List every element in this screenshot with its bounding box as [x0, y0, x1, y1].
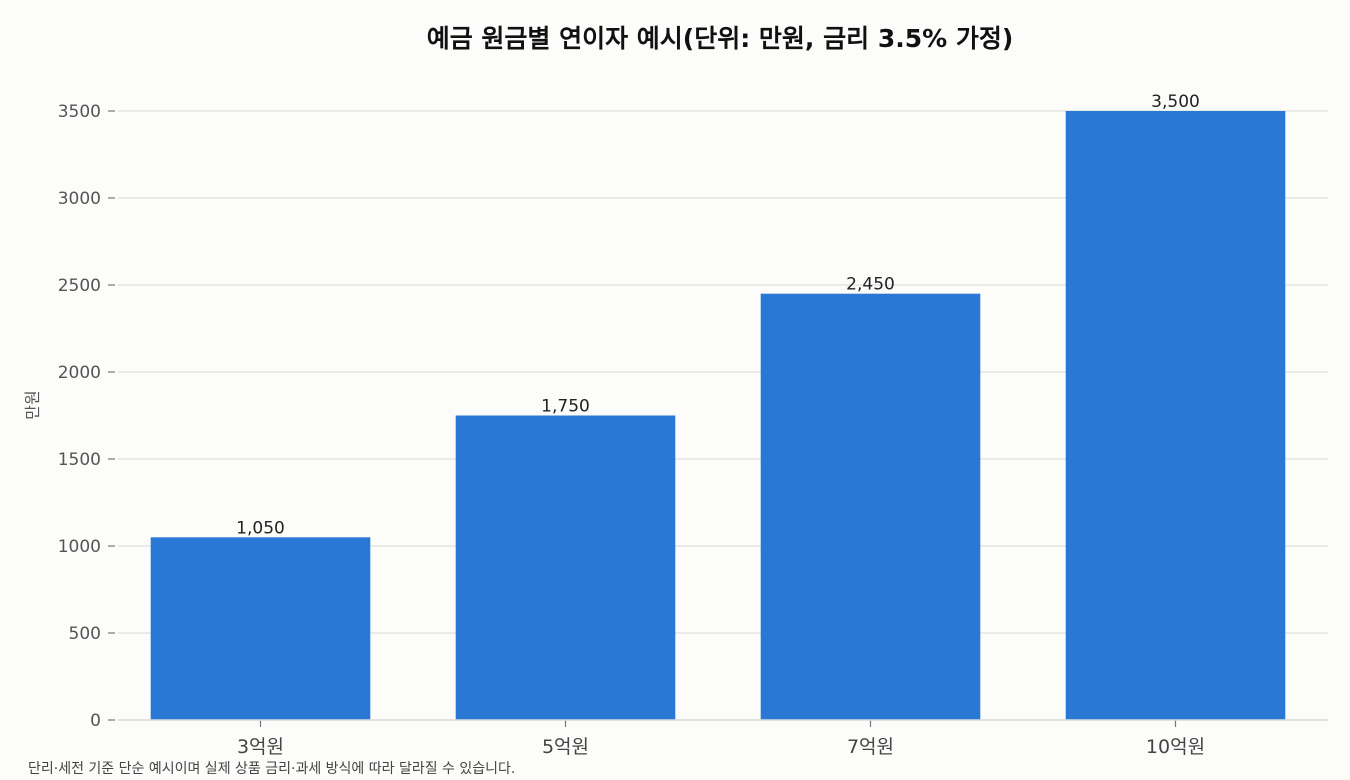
- y-tick-label: 1500: [58, 450, 101, 470]
- bars: [150, 111, 1286, 720]
- chart-title: 예금 원금별 연이자 예시(단위: 만원, 금리 3.5% 가정): [427, 24, 1014, 53]
- y-tick-label: 0: [90, 711, 101, 731]
- data-label: 2,450: [846, 275, 895, 295]
- bar-10억원: [1065, 111, 1286, 720]
- data-label: 1,050: [236, 518, 285, 538]
- x-tick-label: 3억원: [237, 736, 284, 758]
- y-tick-label: 3500: [58, 102, 101, 122]
- y-tick-label: 3000: [58, 189, 101, 209]
- bar-5억원: [455, 415, 676, 720]
- footnote: 단리·세전 기준 단순 예시이며 실제 상품 금리·과세 방식에 따라 달라질 …: [28, 761, 515, 777]
- y-axis: 0 500 1000 1500 2000 2500 3000 3500: [58, 102, 115, 731]
- x-tick-label: 10억원: [1146, 736, 1205, 758]
- data-label: 1,750: [541, 397, 590, 417]
- y-axis-label: 만원: [23, 390, 42, 419]
- bar-7억원: [760, 293, 981, 720]
- x-tick-label: 5억원: [542, 736, 589, 758]
- data-label: 3,500: [1151, 92, 1200, 112]
- y-tick-label: 2000: [58, 363, 101, 383]
- y-tick-label: 500: [69, 624, 101, 644]
- y-tick-label: 2500: [58, 276, 101, 296]
- y-tick-label: 1000: [58, 537, 101, 557]
- bar-3억원: [150, 537, 371, 720]
- x-axis: 3억원 5억원 7억원 10억원: [118, 719, 1328, 758]
- data-labels: 1,050 1,750 2,450 3,500: [236, 92, 1200, 538]
- x-tick-label: 7억원: [847, 736, 894, 758]
